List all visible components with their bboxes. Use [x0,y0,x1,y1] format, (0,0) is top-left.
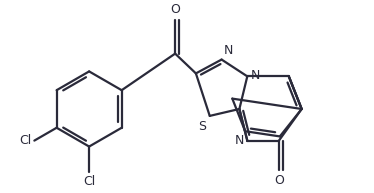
Text: O: O [170,3,180,16]
Text: N: N [250,69,260,82]
Text: N: N [235,134,244,147]
Text: S: S [198,120,206,133]
Text: N: N [224,44,233,57]
Text: Cl: Cl [83,175,95,188]
Text: Cl: Cl [19,134,31,147]
Text: O: O [274,174,284,187]
